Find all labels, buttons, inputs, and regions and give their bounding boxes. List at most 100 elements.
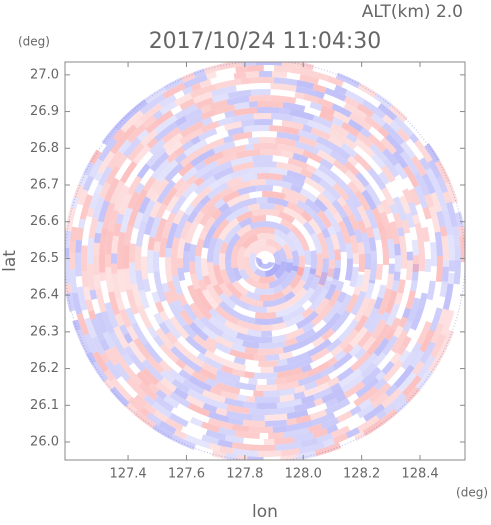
echo-cell (370, 153, 386, 169)
echo-cell (162, 132, 184, 151)
echo-cell (459, 236, 465, 263)
echo-cell (201, 362, 219, 375)
x-unit: (deg) (456, 486, 488, 500)
echo-cell (309, 287, 329, 312)
echo-cell (105, 254, 112, 268)
echo-cell (281, 284, 294, 296)
echo-cell (406, 297, 421, 324)
echo-cell (418, 292, 428, 310)
echo-cell (332, 352, 353, 371)
echo-cell (211, 208, 223, 221)
echo-cell (169, 316, 190, 340)
echo-cell (324, 236, 335, 260)
echo-cell (294, 91, 305, 100)
echo-cell (123, 245, 130, 269)
echo-cell (242, 401, 257, 409)
echo-cell (308, 218, 323, 235)
echo-cell (95, 221, 104, 234)
echo-cell (166, 151, 179, 164)
echo-cell (447, 272, 455, 285)
echo-cell (69, 253, 76, 270)
echo-cell (224, 110, 235, 119)
echo-cell (311, 412, 336, 427)
echo-cell (200, 109, 217, 120)
echo-cell (113, 222, 122, 237)
echo-cell (345, 242, 353, 259)
echo-cell (312, 428, 329, 439)
echo-cell (273, 235, 287, 248)
echo-cell (268, 221, 291, 236)
echo-cell (211, 93, 230, 104)
echo-cell (284, 194, 300, 206)
echo-cell (214, 342, 232, 355)
echo-cell (117, 269, 127, 293)
echo-cell (334, 84, 348, 96)
echo-cell (180, 355, 203, 374)
echo-cell (392, 212, 403, 229)
echo-cell (384, 327, 396, 341)
echo-cell (174, 92, 193, 107)
echo-cell (100, 227, 109, 239)
echo-cell (236, 332, 261, 343)
echo-cell (159, 94, 177, 109)
echo-cell (320, 105, 336, 117)
echo-cell (300, 168, 313, 179)
echo-cell (102, 331, 116, 350)
echo-cell (238, 217, 253, 229)
echo-cell (130, 303, 140, 315)
echo-cell (226, 192, 251, 208)
echo-cell (165, 331, 178, 345)
echo-cell (238, 293, 264, 307)
echo-cell (222, 190, 240, 204)
echo-cell (155, 327, 175, 350)
echo-cell (82, 286, 92, 301)
echo-cell (252, 414, 265, 421)
echo-cell (231, 343, 246, 353)
echo-cell (158, 420, 177, 435)
echo-cell (424, 193, 435, 208)
echo-cell (256, 402, 278, 410)
echo-cell (255, 384, 278, 391)
echo-cell (111, 253, 118, 264)
echo-cell (103, 378, 115, 391)
echo-cell (234, 229, 254, 249)
echo-cell (249, 251, 259, 273)
echo-cell (189, 416, 204, 428)
echo-cell (75, 239, 83, 253)
echo-cell (410, 155, 427, 177)
echo-cell (76, 286, 88, 311)
echo-cell (76, 312, 90, 336)
echo-cell (115, 213, 125, 225)
echo-cell (280, 150, 294, 159)
echo-cell (344, 258, 353, 282)
echo-cell (413, 171, 430, 197)
echo-cell (307, 119, 332, 135)
echo-cell (182, 378, 205, 395)
echo-cell (405, 212, 416, 229)
echo-cell (345, 427, 361, 439)
echo-cell (300, 210, 313, 223)
echo-cell (313, 71, 330, 82)
echo-cell (390, 329, 409, 354)
echo-cell (114, 313, 125, 327)
echo-cell (214, 78, 242, 90)
echo-cell (163, 395, 180, 409)
echo-cell (396, 128, 411, 143)
echo-cell (438, 308, 449, 325)
y-tick-label: 26.3 (30, 324, 59, 339)
echo-cell (363, 298, 377, 318)
echo-cell (113, 184, 130, 212)
echo-cell (265, 419, 288, 427)
echo-cell (232, 448, 259, 457)
echo-cell (205, 429, 227, 441)
echo-cell (195, 256, 204, 281)
echo-cell (158, 321, 171, 335)
echo-cell (310, 127, 331, 141)
y-tick-label: 26.6 (30, 214, 59, 229)
echo-cell (134, 188, 149, 208)
echo-cell (196, 352, 208, 363)
echo-cell (124, 345, 135, 357)
echo-cell (204, 377, 218, 388)
echo-cell (72, 319, 82, 332)
echo-cell (301, 306, 314, 319)
